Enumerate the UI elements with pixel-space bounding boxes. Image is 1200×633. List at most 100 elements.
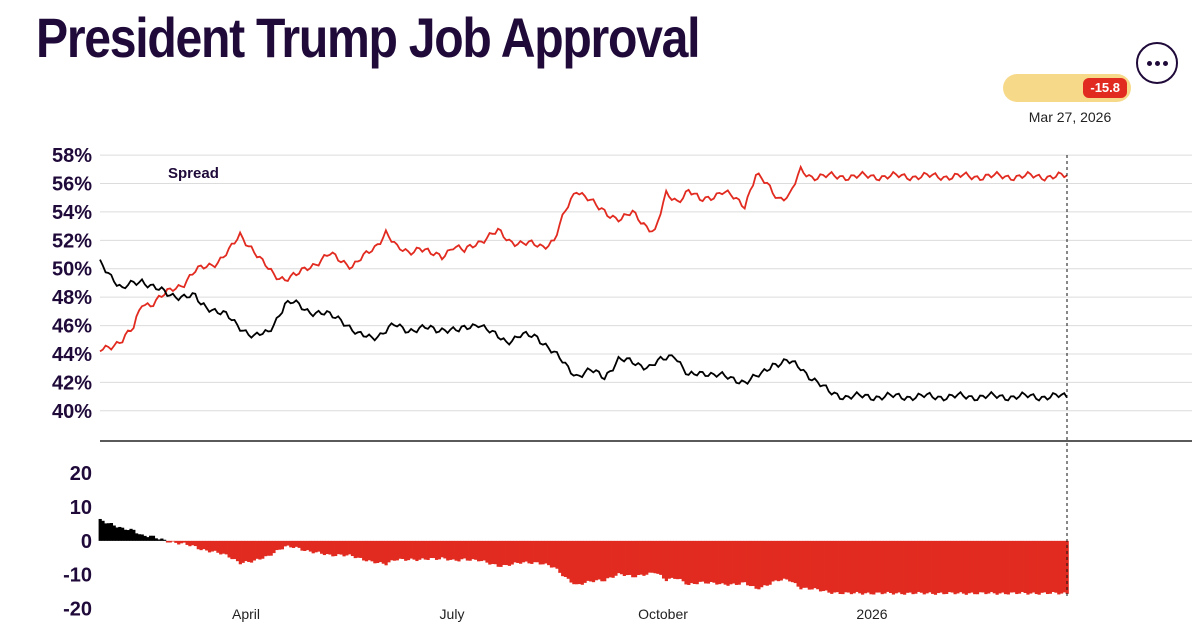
spread-bar xyxy=(227,540,231,558)
spread-bar xyxy=(191,540,195,546)
spread-bar xyxy=(356,540,360,558)
spread-bar xyxy=(838,540,842,595)
spread-bar xyxy=(956,540,960,594)
spread-bar xyxy=(370,540,374,562)
spread-bar xyxy=(863,540,867,594)
spread-bar xyxy=(359,540,363,558)
spread-bar xyxy=(858,540,862,594)
spread-bar xyxy=(210,540,214,552)
spread-bar xyxy=(869,540,873,595)
spread-bar xyxy=(790,540,795,583)
spread-bar xyxy=(684,540,688,585)
spread-bar xyxy=(950,540,954,593)
spread-bar xyxy=(734,540,739,585)
spread-bar xyxy=(821,540,825,592)
spread-bar xyxy=(989,540,994,593)
spread-bar xyxy=(894,540,898,594)
spread-bar xyxy=(367,540,371,561)
spread-bar xyxy=(642,540,646,576)
spread-bar xyxy=(527,540,531,564)
spread-bar xyxy=(563,540,568,577)
spread-bar xyxy=(670,540,674,578)
spread-bar xyxy=(140,534,144,541)
spread-bar xyxy=(420,540,425,559)
y-tick-label: 58% xyxy=(52,145,92,167)
spread-bar xyxy=(1057,540,1061,595)
spread-bar xyxy=(544,540,548,564)
spread-bar xyxy=(1059,540,1064,594)
spread-bar xyxy=(314,540,318,553)
spread-bar xyxy=(154,538,158,541)
spread-bar xyxy=(516,540,520,563)
spread-bar xyxy=(799,540,803,590)
spread-bar xyxy=(373,540,377,564)
spread-slider-pill[interactable]: -15.8 xyxy=(1003,74,1131,102)
spread-bar xyxy=(496,540,500,567)
y-tick-label: 50% xyxy=(52,259,92,281)
spread-bar xyxy=(855,540,859,592)
spread-bar xyxy=(538,540,542,565)
spread-bar xyxy=(619,540,624,575)
spread-bar xyxy=(387,540,391,563)
spread-bar xyxy=(1009,540,1013,593)
spread-bar xyxy=(160,538,164,541)
spread-bar xyxy=(121,527,125,541)
spread-bar xyxy=(185,540,189,545)
spread-bar xyxy=(1034,540,1038,595)
spread-bar xyxy=(454,540,458,561)
spread-bar xyxy=(558,540,562,573)
spread-bar xyxy=(151,535,156,541)
spread-bar xyxy=(964,540,968,595)
spread-bar xyxy=(754,540,758,589)
spread-bar xyxy=(263,540,268,557)
spread-bar xyxy=(751,540,755,587)
spread-bar xyxy=(804,540,809,588)
spread-bar xyxy=(98,518,102,541)
spread-bar xyxy=(886,540,890,592)
spread-bar xyxy=(412,540,416,560)
spread-bar xyxy=(392,540,397,561)
spread-bar xyxy=(737,540,741,585)
current-date-label: Mar 27, 2026 xyxy=(1028,109,1112,125)
spread-bar xyxy=(311,540,315,554)
spread-bar xyxy=(300,540,304,551)
spread-bar xyxy=(1062,540,1066,593)
spread-bar xyxy=(939,540,943,593)
spread-bar xyxy=(530,540,534,564)
spread-bar xyxy=(491,540,495,564)
spread-value-badge: -15.8 xyxy=(1083,78,1127,98)
spread-bar xyxy=(196,540,200,550)
spread-bar xyxy=(1017,540,1022,594)
spread-bar xyxy=(286,540,290,546)
more-options-button[interactable] xyxy=(1136,42,1178,84)
spread-bar xyxy=(157,539,161,541)
spread-bar xyxy=(317,540,321,552)
spread-bar xyxy=(202,540,206,550)
spread-bar xyxy=(275,540,279,551)
spread-bar xyxy=(404,540,408,561)
spread-bar xyxy=(294,540,299,547)
spread-bar xyxy=(137,534,142,541)
spread-bar xyxy=(995,540,999,595)
approve-line xyxy=(99,259,1068,402)
spread-bar xyxy=(306,540,310,551)
spread-bar xyxy=(174,540,178,543)
spread-bar xyxy=(221,540,226,554)
spread-y-tick-label: 10 xyxy=(70,497,92,519)
spread-bar xyxy=(1003,540,1008,595)
spread-bar xyxy=(953,540,957,595)
y-tick-label: 40% xyxy=(52,401,92,423)
spread-bar xyxy=(462,540,467,559)
spread-bar xyxy=(505,540,509,566)
spread-bar xyxy=(569,540,573,583)
spread-bar xyxy=(961,540,966,594)
spread-bar xyxy=(1026,540,1030,595)
spread-bar xyxy=(835,540,839,593)
y-tick-label: 46% xyxy=(52,316,92,338)
spread-bar xyxy=(793,540,797,584)
x-tick-label: April xyxy=(232,606,260,622)
spread-bar xyxy=(583,540,587,583)
spread-bar xyxy=(577,540,582,585)
spread-bar xyxy=(434,540,439,560)
